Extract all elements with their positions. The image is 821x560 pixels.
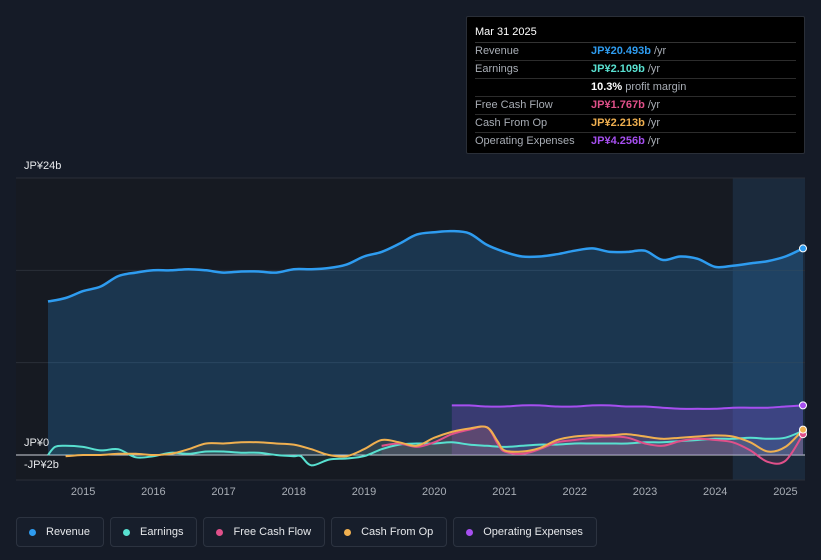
tooltip-row-value: JP¥20.493b (591, 45, 651, 57)
legend-dot-icon (123, 528, 131, 536)
chart-legend: Revenue Earnings Free Cash Flow Cash From O… (16, 517, 597, 547)
tooltip-row-label: Earnings (475, 63, 519, 75)
tooltip-row-unit: /yr (653, 45, 667, 57)
tooltip-row-label (475, 79, 591, 96)
free-cash-flow-line (381, 425, 804, 465)
x-tick-label: 2019 (352, 486, 376, 498)
legend-item-revenue[interactable]: Revenue (16, 517, 105, 547)
x-tick-label: 2025 (773, 486, 797, 498)
revenue-end-point (799, 244, 807, 253)
legend-label: Earnings (140, 526, 184, 538)
y-axis-bottom-label: -JP¥2b (24, 459, 59, 471)
y-axis-top-label: JP¥24b (24, 160, 62, 172)
legend-item-free-cash-flow[interactable]: Free Cash Flow (203, 517, 326, 547)
legend-dot-icon (216, 528, 224, 536)
free-cash-flow-area (381, 426, 803, 464)
legend-dot-icon (29, 528, 36, 536)
tooltip-row-value: JP¥4.256b (591, 135, 645, 147)
legend-dot-icon (466, 528, 474, 536)
tooltip-row-value: JP¥1.767b (591, 99, 645, 111)
tooltip-row: Earnings JP¥2.109b/yr (475, 61, 796, 79)
plot-background (16, 178, 803, 480)
tooltip-row-unit: /yr (647, 117, 661, 129)
tooltip-row: Operating Expenses JP¥4.256b/yr (475, 133, 796, 150)
cash-from-op-end-point (799, 425, 807, 434)
tooltip-row-unit: /yr (647, 99, 661, 111)
data-tooltip: Mar 31 2025 Revenue JP¥20.493b/yr Earnings… (466, 16, 805, 154)
legend-item-cash-from-op[interactable]: Cash From Op (331, 517, 448, 547)
legend-item-operating-expenses[interactable]: Operating Expenses (453, 517, 597, 547)
legend-label: Revenue (46, 526, 91, 538)
legend-item-earnings[interactable]: Earnings (110, 517, 198, 547)
earnings-area (48, 430, 803, 466)
tooltip-row: Revenue JP¥20.493b/yr (475, 43, 796, 61)
tooltip-row-label: Revenue (475, 45, 520, 57)
x-tick-label: 2024 (703, 486, 727, 498)
y-axis-zero-label: JP¥0 (24, 437, 50, 449)
legend-label: Operating Expenses (483, 526, 583, 538)
tooltip-row-label: Free Cash Flow (475, 99, 553, 111)
tooltip-row: Cash From Op JP¥2.213b/yr (475, 115, 796, 133)
x-tick-label: 2021 (492, 486, 516, 498)
cash-from-op-line (65, 425, 804, 458)
tooltip-row-unit: profit margin (625, 81, 687, 93)
tooltip-row-label: Cash From Op (475, 117, 548, 129)
x-tick-label: 2022 (563, 486, 587, 498)
operating-expenses-line (451, 404, 804, 410)
tooltip-row-unit: /yr (647, 63, 661, 75)
operating-expenses-end-point (799, 401, 807, 410)
tooltip-row-label: Operating Expenses (475, 135, 575, 147)
x-tick-label: 2017 (211, 486, 235, 498)
tooltip-row: Free Cash Flow JP¥1.767b/yr (475, 97, 796, 115)
x-tick-label: 2023 (633, 486, 657, 498)
x-tick-label: 2018 (282, 486, 306, 498)
x-tick-label: 2015 (71, 486, 95, 498)
legend-dot-icon (344, 528, 352, 536)
tooltip-row-value: JP¥2.109b (591, 63, 645, 75)
x-tick-label: 2020 (422, 486, 446, 498)
tooltip-row-value: JP¥2.213b (591, 117, 645, 129)
operating-expenses-area (451, 405, 803, 455)
legend-label: Free Cash Flow (233, 526, 312, 538)
tooltip-row: 10.3% profit margin (475, 79, 796, 97)
x-tick-label: 2016 (141, 486, 165, 498)
revenue-area (48, 231, 803, 455)
tooltip-row-unit: /yr (647, 135, 661, 147)
tooltip-date: Mar 31 2025 (475, 25, 796, 43)
revenue-line (47, 229, 804, 303)
tooltip-row-value: 10.3% (591, 81, 623, 93)
forecast-region (732, 178, 805, 480)
legend-label: Cash From Op (361, 526, 434, 538)
